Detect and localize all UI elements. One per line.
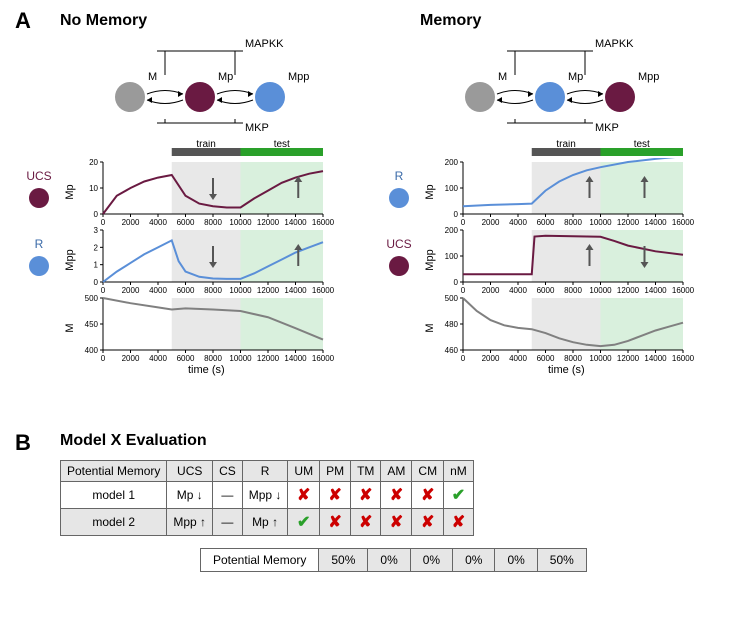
svg-text:0: 0: [94, 210, 99, 219]
svg-text:M: M: [424, 323, 436, 332]
charts-right: traintest0100200020004000600080001000012…: [385, 140, 715, 410]
svg-text:12000: 12000: [617, 354, 640, 363]
svg-text:450: 450: [85, 320, 99, 329]
svg-text:MKP: MKP: [245, 122, 269, 134]
svg-text:10000: 10000: [589, 354, 612, 363]
svg-text:Mp: Mp: [568, 71, 583, 83]
svg-text:8000: 8000: [564, 354, 582, 363]
svg-text:2: 2: [94, 243, 99, 252]
memory-title: Memory: [420, 12, 481, 30]
svg-text:train: train: [196, 140, 215, 150]
svg-text:16000: 16000: [312, 354, 335, 363]
pct-table: Potential Memory50%0%0%0%0%50%: [200, 548, 587, 572]
svg-text:16000: 16000: [672, 354, 695, 363]
svg-text:500: 500: [445, 294, 459, 303]
svg-text:460: 460: [445, 346, 459, 355]
svg-text:0: 0: [454, 210, 459, 219]
svg-text:Mpp: Mpp: [288, 71, 309, 83]
svg-text:0: 0: [461, 354, 466, 363]
svg-text:500: 500: [85, 294, 99, 303]
svg-text:100: 100: [445, 252, 459, 261]
svg-text:MAPKK: MAPKK: [245, 38, 284, 50]
svg-text:0: 0: [94, 278, 99, 287]
svg-text:Mpp: Mpp: [64, 249, 76, 270]
svg-text:MAPKK: MAPKK: [595, 38, 634, 50]
svg-text:8000: 8000: [204, 354, 222, 363]
svg-text:0: 0: [101, 354, 106, 363]
svg-text:Mpp: Mpp: [424, 249, 436, 270]
svg-text:UCS: UCS: [26, 169, 51, 183]
svg-text:3: 3: [94, 226, 99, 235]
svg-text:MKP: MKP: [595, 122, 619, 134]
svg-text:0: 0: [454, 278, 459, 287]
svg-text:10: 10: [89, 184, 98, 193]
svg-text:train: train: [556, 140, 575, 150]
svg-text:R: R: [35, 237, 44, 251]
svg-text:100: 100: [445, 184, 459, 193]
network-left: MAPKK MKP M Mp Mpp: [90, 35, 320, 135]
svg-text:2000: 2000: [122, 354, 140, 363]
panel-b-label: B: [15, 430, 31, 456]
charts-left: traintest0102002000400060008000100001200…: [25, 140, 355, 410]
svg-text:Mp: Mp: [218, 71, 233, 83]
svg-text:12000: 12000: [257, 354, 280, 363]
svg-text:4000: 4000: [509, 354, 527, 363]
svg-text:test: test: [634, 140, 650, 150]
svg-text:2000: 2000: [482, 354, 500, 363]
svg-text:test: test: [274, 140, 290, 150]
svg-text:Mp: Mp: [424, 184, 436, 199]
svg-text:20: 20: [89, 158, 98, 167]
svg-text:4000: 4000: [149, 354, 167, 363]
svg-text:M: M: [498, 71, 507, 83]
svg-text:UCS: UCS: [386, 237, 411, 251]
svg-text:6000: 6000: [177, 354, 195, 363]
svg-text:200: 200: [445, 226, 459, 235]
svg-text:Mpp: Mpp: [638, 71, 659, 83]
svg-text:400: 400: [85, 346, 99, 355]
no-memory-title: No Memory: [60, 12, 147, 30]
panel-a-label: A: [15, 8, 31, 34]
network-right: MAPKK MKP M Mp Mpp: [440, 35, 670, 135]
svg-text:M: M: [64, 323, 76, 332]
svg-text:Mp: Mp: [64, 184, 76, 199]
svg-text:480: 480: [445, 320, 459, 329]
svg-text:R: R: [395, 169, 404, 183]
svg-text:14000: 14000: [644, 354, 667, 363]
panel-b-title: Model X Evaluation: [60, 432, 207, 450]
svg-text:200: 200: [445, 158, 459, 167]
svg-text:M: M: [148, 71, 157, 83]
eval-table: Potential MemoryUCSCSRUMPMTMAMCMnMmodel …: [60, 460, 474, 536]
svg-text:6000: 6000: [537, 354, 555, 363]
svg-text:1: 1: [94, 261, 99, 270]
svg-text:14000: 14000: [284, 354, 307, 363]
svg-text:10000: 10000: [229, 354, 252, 363]
